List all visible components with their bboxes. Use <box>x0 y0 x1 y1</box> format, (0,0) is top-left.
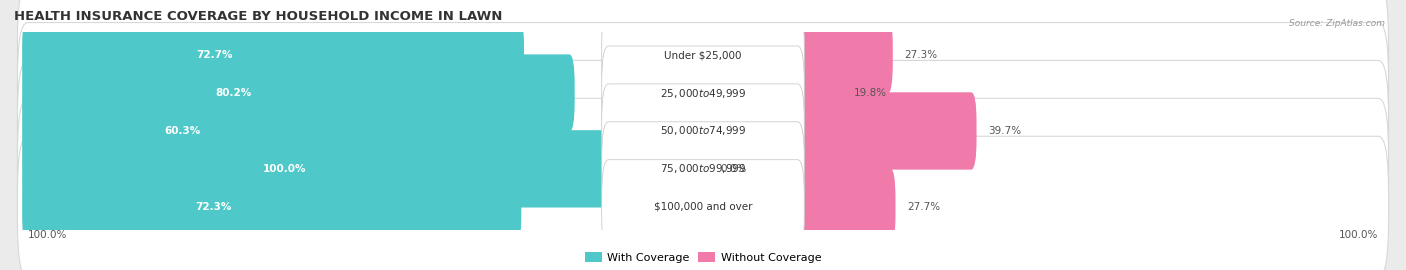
Text: 39.7%: 39.7% <box>988 126 1021 136</box>
FancyBboxPatch shape <box>22 54 575 132</box>
FancyBboxPatch shape <box>602 160 804 254</box>
FancyBboxPatch shape <box>697 16 893 94</box>
FancyBboxPatch shape <box>602 46 804 140</box>
Text: Source: ZipAtlas.com: Source: ZipAtlas.com <box>1289 19 1385 28</box>
FancyBboxPatch shape <box>22 130 709 208</box>
FancyBboxPatch shape <box>17 22 1389 164</box>
Text: $75,000 to $99,999: $75,000 to $99,999 <box>659 162 747 175</box>
Text: 72.3%: 72.3% <box>195 202 232 212</box>
Text: $25,000 to $49,999: $25,000 to $49,999 <box>659 87 747 100</box>
Text: 19.8%: 19.8% <box>853 88 887 98</box>
FancyBboxPatch shape <box>22 16 524 94</box>
Text: 100.0%: 100.0% <box>1339 230 1378 239</box>
Text: HEALTH INSURANCE COVERAGE BY HOUSEHOLD INCOME IN LAWN: HEALTH INSURANCE COVERAGE BY HOUSEHOLD I… <box>14 10 502 23</box>
Text: 72.7%: 72.7% <box>195 50 232 60</box>
FancyBboxPatch shape <box>22 168 522 245</box>
Text: $100,000 and over: $100,000 and over <box>654 202 752 212</box>
Text: 80.2%: 80.2% <box>215 88 252 98</box>
Text: $50,000 to $74,999: $50,000 to $74,999 <box>659 124 747 137</box>
FancyBboxPatch shape <box>697 130 728 208</box>
FancyBboxPatch shape <box>17 0 1389 126</box>
Text: 60.3%: 60.3% <box>165 126 201 136</box>
FancyBboxPatch shape <box>602 122 804 216</box>
FancyBboxPatch shape <box>697 168 896 245</box>
Text: Under $25,000: Under $25,000 <box>664 50 742 60</box>
FancyBboxPatch shape <box>697 92 977 170</box>
Legend: With Coverage, Without Coverage: With Coverage, Without Coverage <box>581 248 825 267</box>
FancyBboxPatch shape <box>602 8 804 102</box>
Text: 100.0%: 100.0% <box>263 164 307 174</box>
Text: 100.0%: 100.0% <box>28 230 67 239</box>
Text: 0.0%: 0.0% <box>720 164 747 174</box>
Text: 27.7%: 27.7% <box>907 202 941 212</box>
FancyBboxPatch shape <box>602 84 804 178</box>
FancyBboxPatch shape <box>22 92 440 170</box>
Text: 27.3%: 27.3% <box>904 50 938 60</box>
FancyBboxPatch shape <box>17 60 1389 201</box>
FancyBboxPatch shape <box>697 54 842 132</box>
FancyBboxPatch shape <box>17 98 1389 239</box>
FancyBboxPatch shape <box>17 136 1389 270</box>
